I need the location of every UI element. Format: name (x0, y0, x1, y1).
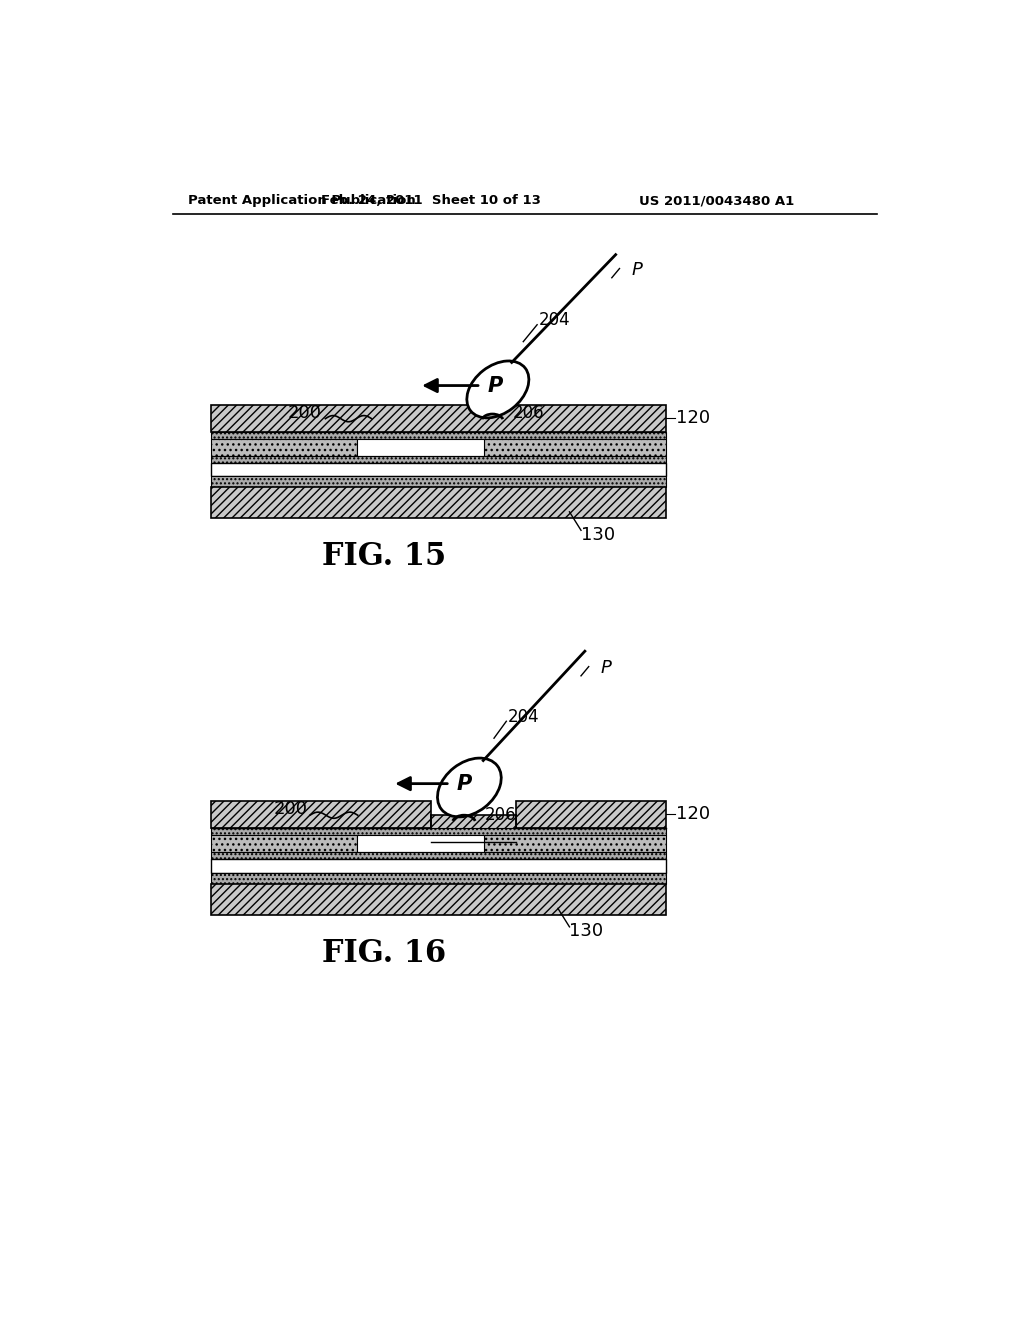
Bar (356, 836, 484, 853)
Text: 204: 204 (539, 312, 570, 329)
Bar (431, 816, 515, 842)
Text: P: P (631, 261, 642, 279)
Bar (211, 487, 666, 517)
Text: 204: 204 (508, 708, 540, 726)
Bar (211, 836, 356, 853)
Bar (356, 438, 484, 455)
Bar (211, 859, 666, 873)
Text: 120: 120 (677, 805, 711, 824)
Text: Feb. 24, 2011  Sheet 10 of 13: Feb. 24, 2011 Sheet 10 of 13 (321, 194, 541, 207)
Bar (484, 836, 666, 853)
Bar (211, 829, 666, 836)
Text: US 2011/0043480 A1: US 2011/0043480 A1 (639, 194, 794, 207)
Text: 130: 130 (569, 923, 603, 940)
Bar (211, 477, 666, 487)
Bar (211, 853, 666, 859)
Text: 200: 200 (273, 800, 307, 818)
Text: FIG. 15: FIG. 15 (322, 541, 446, 572)
Bar (211, 801, 431, 829)
Bar (211, 462, 666, 477)
Bar (515, 801, 666, 829)
Ellipse shape (467, 360, 528, 418)
Text: FIG. 16: FIG. 16 (322, 937, 446, 969)
Bar (211, 455, 666, 462)
Text: 120: 120 (677, 409, 711, 426)
Text: P: P (487, 376, 503, 396)
Text: 200: 200 (288, 404, 322, 421)
Bar (211, 405, 666, 432)
Text: 206: 206 (513, 404, 545, 421)
Bar (211, 873, 666, 884)
Text: P: P (600, 659, 611, 677)
Bar (211, 884, 666, 915)
Text: 130: 130 (581, 525, 615, 544)
Text: 206: 206 (484, 807, 516, 824)
Bar (211, 438, 356, 455)
Ellipse shape (437, 758, 501, 817)
Bar (211, 432, 666, 438)
Text: P: P (457, 774, 471, 793)
Bar (484, 438, 666, 455)
Text: Patent Application Publication: Patent Application Publication (188, 194, 416, 207)
